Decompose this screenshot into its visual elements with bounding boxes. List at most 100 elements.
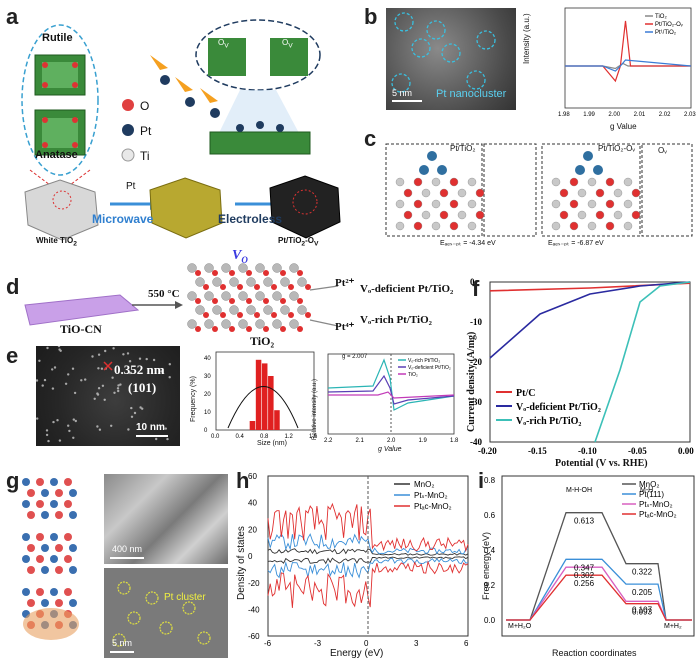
c-atom-0-2-3 [449, 199, 459, 209]
dos-legend-text-1: Ptₛ-MnO₂ [414, 491, 448, 500]
d-ti-3-0 [195, 305, 205, 315]
hist-xtick-1: 0.4 [236, 434, 245, 440]
dos-ytick-3: 0 [248, 552, 253, 561]
epr-e-xlabel: g Value [378, 446, 402, 453]
epr-b-xlabel: g Value [610, 122, 637, 131]
g-atom-0-1-0 [27, 489, 35, 497]
free-energy-mid-value-0: 0.322 [632, 568, 653, 577]
free-energy-ytick-0: 0.8 [484, 476, 496, 485]
dos-xtick-0: -6 [264, 639, 272, 648]
c-atom-0-3-2 [439, 210, 449, 220]
g-pt-cluster-3 [159, 621, 173, 635]
c-atom-0-1-0 [403, 188, 413, 198]
e-particle-49 [117, 389, 120, 393]
epr-b-series-2 [565, 59, 692, 72]
g-atom-0-3-3 [69, 511, 77, 519]
g-atom-1-3-1 [41, 566, 49, 574]
vo-label: VO [232, 248, 248, 265]
e-particle-14 [93, 397, 96, 400]
free-energy-mid-value-1: 0.205 [632, 588, 653, 597]
pt-tio2-ov-crystal [269, 175, 341, 239]
e-particle-32 [96, 425, 99, 428]
epr-b-xtick-3: 2.01 [634, 112, 646, 118]
d-ti-4-2 [221, 319, 231, 329]
d-o-2-0 [195, 298, 201, 304]
free-energy-ytick-4: 0.0 [484, 616, 496, 625]
dos-series-0-up [267, 548, 469, 556]
c-energy-left: Eₐₑₛ₋ₚₜ = -4.34 eV [440, 240, 496, 247]
c-atom-1-4-1 [569, 221, 579, 231]
dft-structures-c [385, 143, 693, 237]
d-o-0-3 [246, 270, 252, 276]
d-ti-4-6 [289, 319, 299, 329]
c-atom-1-3-0 [559, 210, 569, 220]
c-atom-1-3-4 [631, 210, 641, 220]
d-ti-3-1 [212, 305, 222, 315]
d-ti-0-6 [289, 263, 299, 273]
free-energy-peak-value-0: 0.613 [574, 517, 595, 526]
panel-b-label: b [364, 4, 378, 29]
g-atom-1-1-1 [41, 544, 49, 552]
e-particle-28 [41, 384, 44, 387]
c-atom-0-3-1 [421, 210, 431, 220]
d-ti-1-3 [246, 277, 256, 287]
white-tio2-label: White TiO2 [36, 236, 77, 248]
e-particle-35 [138, 357, 142, 360]
d-o-4-3 [246, 326, 252, 332]
epr-b-xtick-1: 1.99 [583, 112, 595, 118]
epr-b-xtick-4: 2.02 [659, 112, 671, 118]
d-o-4-5 [280, 326, 286, 332]
e-particle-52 [38, 359, 41, 362]
hist-ytick-0: 0 [204, 428, 208, 434]
e-particle-5 [74, 419, 77, 423]
hist-ytick-2: 20 [204, 392, 211, 398]
e-particle-63 [67, 373, 70, 376]
tio-cn-sheet [24, 294, 140, 326]
d-ti-2-0 [187, 291, 197, 301]
c-atom-0-4-3 [449, 221, 459, 231]
c-atom-0-1-4 [475, 188, 485, 198]
d-o-2-2 [229, 298, 235, 304]
lsv-xtick-3: -0.05 [628, 446, 647, 456]
g-atom-1-2-3 [64, 555, 72, 563]
hist-ytick-3: 30 [204, 374, 211, 380]
pt4-label: Pt⁴⁺ [335, 321, 355, 333]
c-atom-1-4-3 [605, 221, 615, 231]
e-particle-64 [145, 357, 148, 361]
c-pt-atom-0-b [419, 165, 429, 175]
free-energy-series-0 [506, 512, 692, 621]
scale-bar-e: 10 nm [136, 422, 165, 433]
lsv-xtick-0: -0.20 [478, 446, 497, 456]
g-atom-1-2-0 [22, 555, 30, 563]
e-particle-50 [52, 420, 55, 424]
scale-bar-g1: 400 nm [112, 544, 143, 554]
c-pt-atom-1-a [583, 151, 593, 161]
e-particle-31 [96, 392, 99, 395]
d-o-2-5 [280, 298, 286, 304]
epr-e-series-0 [327, 358, 455, 411]
d-o-3-2 [237, 312, 243, 318]
c-atom-0-4-1 [413, 221, 423, 231]
g-atom-2-0-2 [50, 588, 58, 596]
lsv-ytick-1: -10 [470, 317, 482, 327]
d-o-3-3 [254, 312, 260, 318]
d-ti-2-5 [272, 291, 282, 301]
d-ti-2-4 [255, 291, 265, 301]
free-energy-legend-text-0: MnO₂ [639, 480, 659, 489]
epr-e-legend-text-1: Vₒ-deficient Pt/TiO₂ [408, 365, 451, 371]
e-particle-46 [116, 387, 120, 390]
e-particle-60 [104, 349, 107, 353]
haadf-image-g: Pt cluster 5 nm [104, 568, 228, 658]
lsv-ytick-0: 0 [470, 277, 475, 287]
lsv-ylabel: Current density (A/mg) [466, 331, 477, 432]
e-particle-62 [43, 378, 47, 382]
d-o-3-4 [271, 312, 277, 318]
e-particle-4 [117, 384, 120, 387]
g-atom-1-0-1 [36, 533, 44, 541]
lsv-legend-text-0: Pt/C [516, 388, 535, 399]
e-particle-37 [155, 437, 158, 441]
d-ti-3-4 [263, 305, 273, 315]
free-energy-peak-value-1: 0.347 [574, 563, 595, 572]
epr-b-xtick-0: 1.98 [558, 112, 570, 118]
